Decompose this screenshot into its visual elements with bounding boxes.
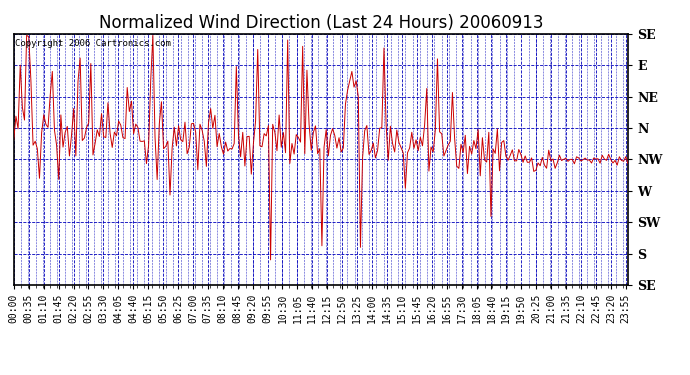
Text: Copyright 2006 Cartronics.com: Copyright 2006 Cartronics.com <box>15 39 171 48</box>
Title: Normalized Wind Direction (Last 24 Hours) 20060913: Normalized Wind Direction (Last 24 Hours… <box>99 14 543 32</box>
